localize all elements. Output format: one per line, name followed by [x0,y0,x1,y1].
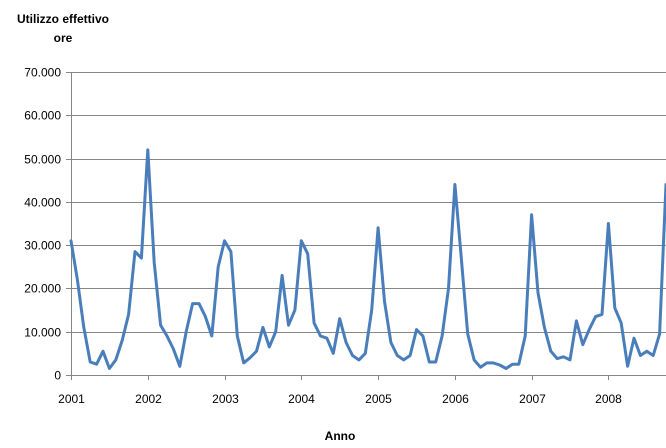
y-tick-label: 40.000 [24,196,61,210]
x-tick-label: 2007 [519,392,546,406]
y-axis-title: Utilizzo effettivo ore [17,12,109,45]
x-tick-label: 2006 [442,392,469,406]
y-tick-label: 70.000 [24,66,61,80]
series-group [69,148,666,370]
x-axis-title: Anno [324,429,356,443]
x-tick-label: 2008 [595,392,622,406]
y-tick-label: 50.000 [24,153,61,167]
y-tick-label: 10.000 [24,326,61,340]
x-tick-label: 2002 [135,392,162,406]
series-line [69,148,666,370]
gridlines [71,72,666,333]
y-tick-label: 20.000 [24,282,61,296]
y-tick-label: 30.000 [24,239,61,253]
y-tick-label: 60.000 [24,109,61,123]
x-tick-label: 2004 [288,392,315,406]
y-tick-label: 0 [54,369,61,383]
y-tick-labels: 0 10.000 20.000 30.000 40.000 50.000 60.000 70.… [24,66,61,383]
x-tick-labels: 2001 2002 2003 2004 2005 2006 2007 2008 [58,392,622,406]
x-tick-label: 2005 [365,392,392,406]
x-tick-label: 2003 [212,392,239,406]
axes [66,72,666,380]
x-tick-label: 2001 [58,392,85,406]
